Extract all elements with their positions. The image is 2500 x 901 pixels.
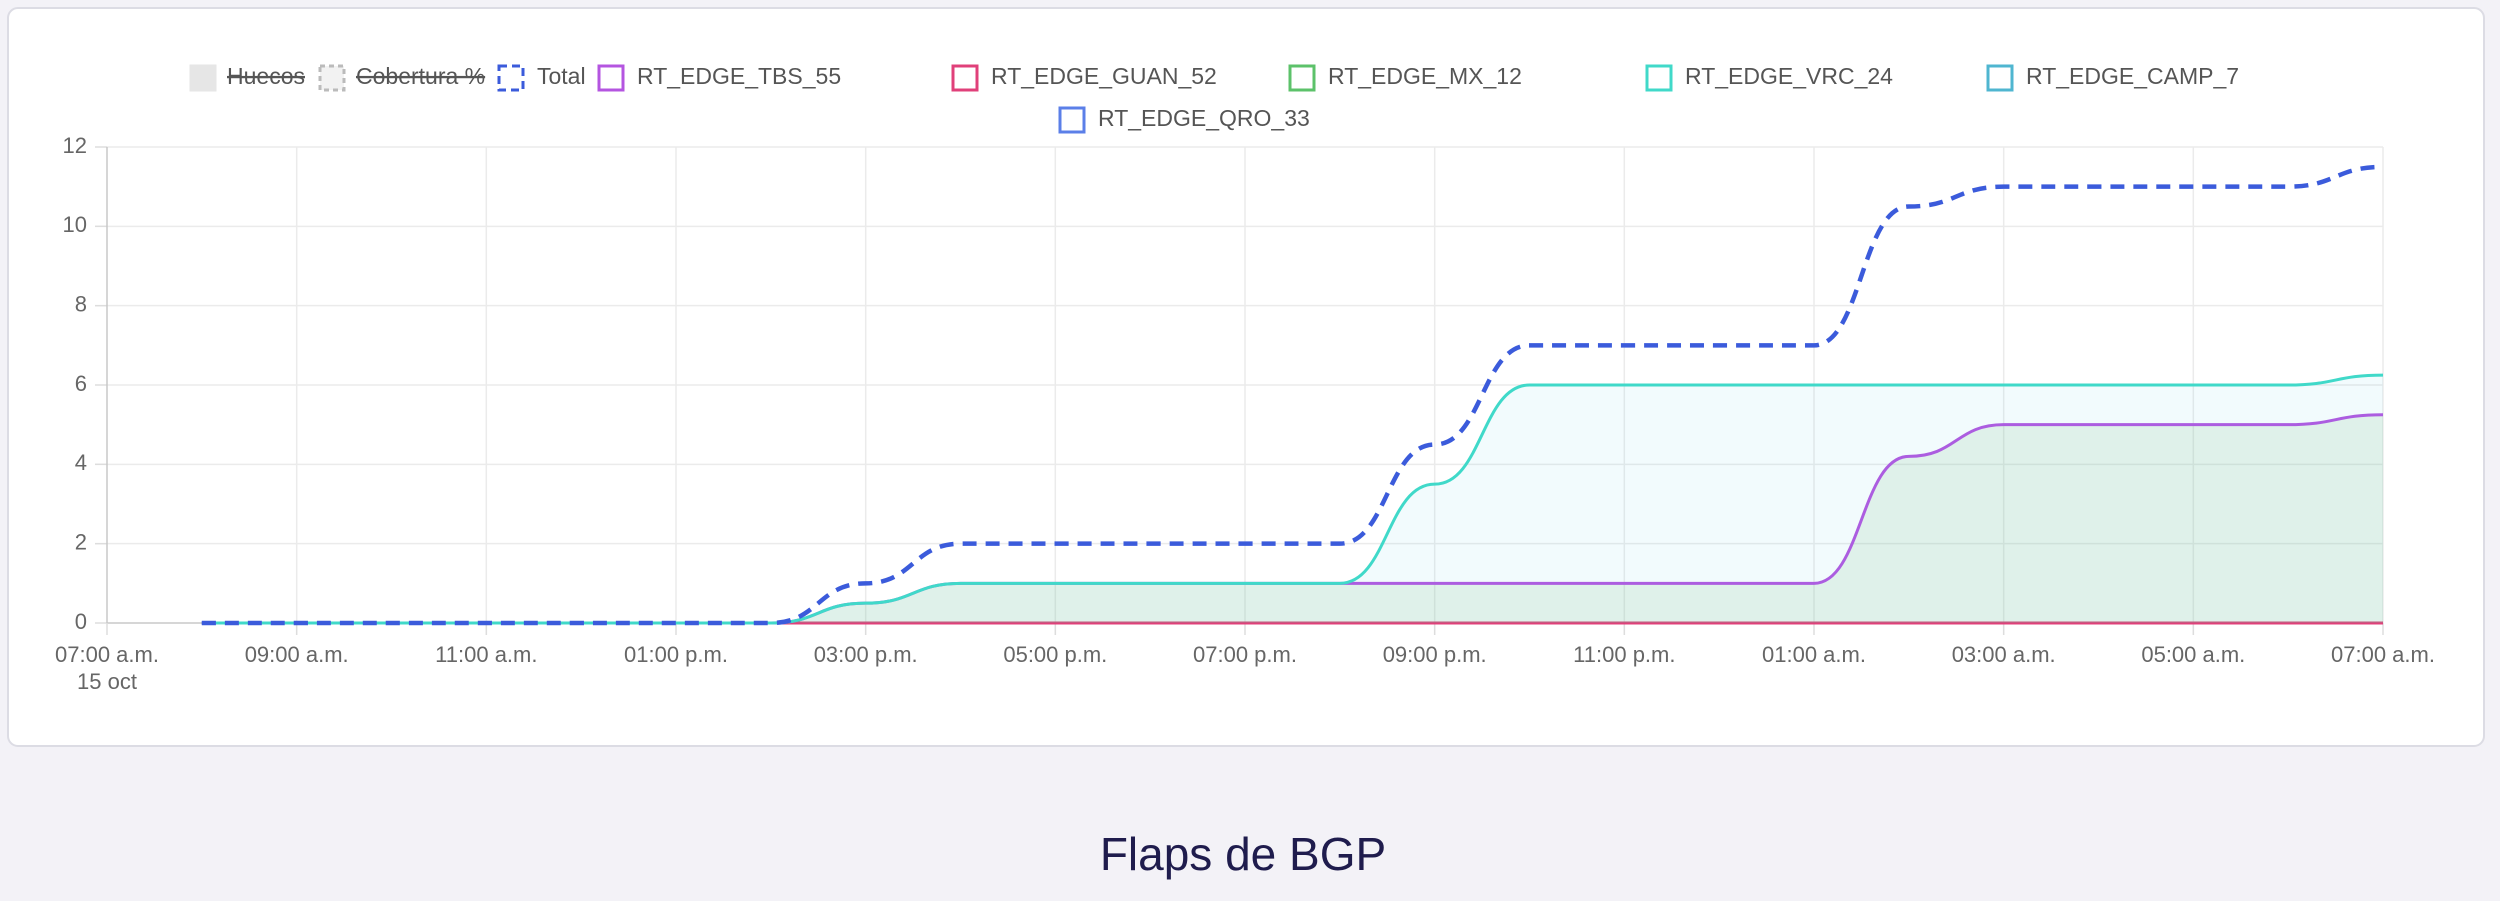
legend-label: RT_EDGE_CAMP_7 <box>2026 63 2239 89</box>
y-tick-label: 0 <box>75 609 87 634</box>
y-tick-label: 6 <box>75 371 87 396</box>
x-tick-label: 03:00 a.m. <box>1952 642 2056 667</box>
legend-label: Total <box>537 63 586 89</box>
legend-item[interactable]: RT_EDGE_GUAN_52 <box>951 63 1217 92</box>
legend-item[interactable]: RT_EDGE_CAMP_7 <box>1986 63 2239 92</box>
chart-title: Flaps de BGP <box>1100 828 1386 880</box>
legend-swatch <box>1288 64 1316 92</box>
x-tick-label: 01:00 a.m. <box>1762 642 1866 667</box>
card <box>7 7 2485 747</box>
legend-item[interactable]: RT_EDGE_VRC_24 <box>1645 63 1893 92</box>
legend-item[interactable]: Cobertura % <box>318 63 485 92</box>
x-tick-label: 07:00 p.m. <box>1193 642 1297 667</box>
legend-label: RT_EDGE_MX_12 <box>1328 63 1522 89</box>
x-tick-label: 11:00 p.m. <box>1573 642 1675 667</box>
legend-item[interactable]: Huecos <box>189 63 305 92</box>
y-tick-label: 10 <box>63 212 87 237</box>
legend-item[interactable]: Total <box>497 63 586 92</box>
legend-item[interactable]: RT_EDGE_MX_12 <box>1288 63 1522 92</box>
legend-swatch <box>951 64 979 92</box>
legend-swatch <box>318 64 346 92</box>
x-date-label: 15 oct <box>77 669 137 694</box>
x-tick-label: 01:00 p.m. <box>624 642 728 667</box>
x-tick-label: 11:00 a.m. <box>435 642 537 667</box>
legend-swatch <box>1645 64 1673 92</box>
y-tick-label: 8 <box>75 291 87 316</box>
legend-item[interactable]: RT_EDGE_TBS_55 <box>597 63 841 92</box>
legend-swatch <box>189 64 217 92</box>
y-tick-label: 2 <box>75 529 87 554</box>
legend-label: RT_EDGE_QRO_33 <box>1098 105 1310 131</box>
legend-label: RT_EDGE_VRC_24 <box>1685 63 1893 89</box>
legend-swatch <box>497 64 525 92</box>
legend-label: Cobertura % <box>356 63 485 89</box>
legend-swatch <box>1058 106 1086 134</box>
legend-label: RT_EDGE_GUAN_52 <box>991 63 1217 89</box>
legend-swatch <box>1986 64 2014 92</box>
y-tick-label: 4 <box>75 450 87 475</box>
x-tick-label: 05:00 p.m. <box>1003 642 1107 667</box>
legend-swatch <box>597 64 625 92</box>
x-tick-label: 09:00 p.m. <box>1383 642 1487 667</box>
series-line <box>201 164 2384 626</box>
x-tick-label: 07:00 a.m. <box>2331 642 2435 667</box>
series-area <box>201 375 2384 623</box>
x-tick-label: 07:00 a.m. <box>55 642 159 667</box>
legend-item[interactable]: RT_EDGE_QRO_33 <box>1058 105 1310 134</box>
legend-label: Huecos <box>227 63 305 89</box>
x-tick-label: 03:00 p.m. <box>814 642 918 667</box>
x-tick-label: 05:00 a.m. <box>2141 642 2245 667</box>
legend-label: RT_EDGE_TBS_55 <box>637 63 841 89</box>
y-tick-label: 12 <box>63 133 87 158</box>
x-tick-label: 09:00 a.m. <box>245 642 349 667</box>
